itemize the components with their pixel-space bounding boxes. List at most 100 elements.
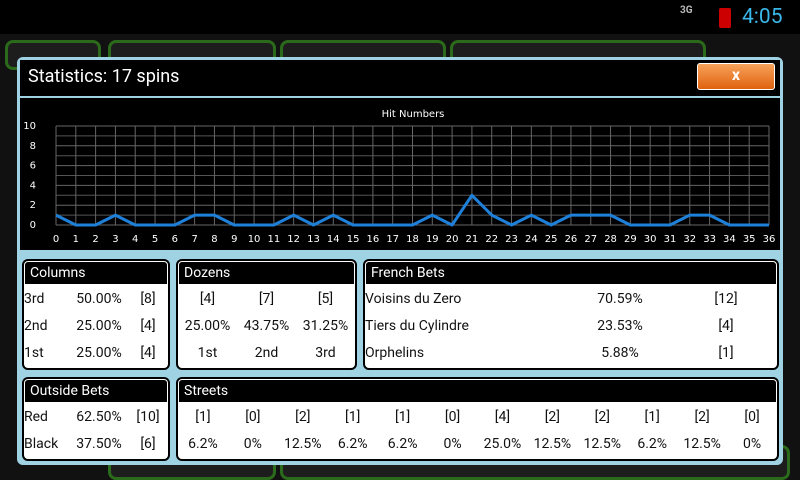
clock: 4:05 xyxy=(742,5,783,29)
x-tick-label: 21 xyxy=(466,234,479,245)
x-tick-label: 31 xyxy=(664,234,677,245)
panel-header: Streets xyxy=(178,379,777,403)
table-cell: 23.53% xyxy=(597,317,643,334)
panel-header: Dozens xyxy=(178,261,355,285)
table-cell: 12.5% xyxy=(533,435,572,452)
table-cell: [2] xyxy=(544,408,561,425)
table-cell: [2] xyxy=(694,408,710,425)
panel-header: French Bets xyxy=(365,261,777,285)
close-button[interactable]: x xyxy=(697,63,775,90)
table-cell: 12.5% xyxy=(583,435,622,452)
x-tick-label: 13 xyxy=(307,234,320,245)
table-cell: 3rd xyxy=(24,290,45,307)
table-cell: [0] xyxy=(245,408,261,425)
chart-background xyxy=(20,98,780,250)
table-cell: 2nd xyxy=(24,317,48,334)
table-cell: Orphelins xyxy=(365,344,425,361)
table-cell: [6] xyxy=(140,435,156,452)
y-tick-label: 6 xyxy=(30,161,36,172)
x-tick-label: 28 xyxy=(604,234,617,245)
table-cell: Black xyxy=(24,435,59,452)
x-tick-label: 26 xyxy=(565,234,578,245)
x-tick-label: 2 xyxy=(92,234,98,245)
x-tick-label: 24 xyxy=(525,234,538,245)
table-cell: [7] xyxy=(258,290,275,307)
dialog-title: Statistics: 17 spins xyxy=(28,66,180,87)
table-cell: 3rd xyxy=(315,344,336,361)
table-cell: 12.5% xyxy=(683,435,721,452)
x-tick-label: 8 xyxy=(211,234,217,245)
x-tick-label: 16 xyxy=(367,234,380,245)
x-tick-label: 35 xyxy=(743,234,756,245)
network-indicator: 3G xyxy=(680,5,693,16)
table-cell: 1st xyxy=(24,344,44,361)
table-cell: 70.59% xyxy=(597,290,643,307)
table-cell: 25.00% xyxy=(76,317,122,334)
table-cell: [4] xyxy=(718,317,734,334)
table-cell: Tiers du Cylindre xyxy=(365,317,469,334)
x-tick-label: 14 xyxy=(327,234,340,245)
panel-header: Outside Bets xyxy=(24,379,168,403)
table-row: 25.00% 43.75% 31.25% xyxy=(178,312,355,339)
y-tick-label: 2 xyxy=(30,200,36,211)
table-cell: [4] xyxy=(199,290,216,307)
y-tick-label: 8 xyxy=(30,141,36,152)
table-cell: 25.0% xyxy=(483,435,522,452)
x-tick-label: 1 xyxy=(73,234,79,245)
french-bets-panel: French Bets Voisins du Zero 70.59% [12] Tier… xyxy=(363,259,779,370)
table-cell: [1] xyxy=(644,408,660,425)
x-tick-label: 27 xyxy=(584,234,597,245)
table-row: 1st 25.00% [4] xyxy=(24,339,168,366)
table-cell: Voisins du Zero xyxy=(365,290,462,307)
y-tick-label: 4 xyxy=(30,180,36,191)
table-cell: 6.2% xyxy=(387,435,418,452)
table-cell: 43.75% xyxy=(243,317,290,334)
outside-bets-panel: Outside Bets Red 62.50% [10] Black 37.50% [6] xyxy=(22,377,170,461)
table-cell: [10] xyxy=(136,408,160,425)
x-tick-label: 34 xyxy=(723,234,736,245)
table-cell: [0] xyxy=(744,408,760,425)
table-row: Voisins du Zero 70.59% [12] xyxy=(365,285,777,312)
x-tick-label: 5 xyxy=(152,234,158,245)
table-cell: [8] xyxy=(140,290,156,307)
table-row: Orphelins 5.88% [1] xyxy=(365,339,777,366)
panel-body: 3rd 50.00% [8] 2nd 25.00% [4] 1st 25.00% [4] xyxy=(24,285,168,366)
table-row: Black 37.50% [6] xyxy=(24,430,168,457)
panel-header: Columns xyxy=(24,261,168,285)
x-tick-label: 7 xyxy=(191,234,197,245)
table-cell: 5.88% xyxy=(601,344,639,361)
table-cell: 12.5% xyxy=(284,435,322,452)
x-tick-label: 4 xyxy=(132,234,138,245)
chart-title: Hit Numbers xyxy=(382,109,445,120)
x-tick-label: 18 xyxy=(406,234,419,245)
table-cell: [4] xyxy=(494,408,511,425)
table-cell: 62.50% xyxy=(76,408,122,425)
table-cell: 31.25% xyxy=(302,317,349,334)
table-cell: [2] xyxy=(295,408,311,425)
streets-panel: Streets [1] [0] [2] [1] [1] [0] [4] [2] [2] [1] [2]… xyxy=(176,377,779,461)
columns-panel: Columns 3rd 50.00% [8] 2nd 25.00% [4] 1st 25.00%… xyxy=(22,259,170,370)
table-cell: [2] xyxy=(594,408,610,425)
panel-body: [4] [7] [5] 25.00% 43.75% 31.25% 1st 2nd 3rd xyxy=(178,285,355,368)
table-cell: 2nd xyxy=(254,344,279,361)
x-tick-label: 36 xyxy=(763,234,776,245)
table-cell: 6.2% xyxy=(337,435,368,452)
y-tick-label: 0 xyxy=(30,220,36,231)
x-tick-label: 19 xyxy=(426,234,439,245)
x-tick-label: 0 xyxy=(53,234,59,245)
x-tick-label: 3 xyxy=(112,234,118,245)
panel-body: Red 62.50% [10] Black 37.50% [6] xyxy=(24,403,168,457)
table-cell: [12] xyxy=(714,290,738,307)
dozens-panel: Dozens [4] [7] [5] 25.00% 43.75% 31.25% 1st 2nd 3… xyxy=(176,259,357,370)
x-tick-label: 17 xyxy=(386,234,399,245)
table-row: 2nd 25.00% [4] xyxy=(24,312,168,339)
table-cell: 50.00% xyxy=(76,290,122,307)
x-tick-label: 29 xyxy=(624,234,637,245)
table-cell: [4] xyxy=(140,317,156,334)
x-tick-label: 23 xyxy=(505,234,518,245)
table-cell: 1st xyxy=(197,344,218,361)
table-cell: 6.2% xyxy=(637,435,668,452)
dialog-title-bar xyxy=(20,60,780,96)
x-tick-label: 10 xyxy=(248,234,261,245)
